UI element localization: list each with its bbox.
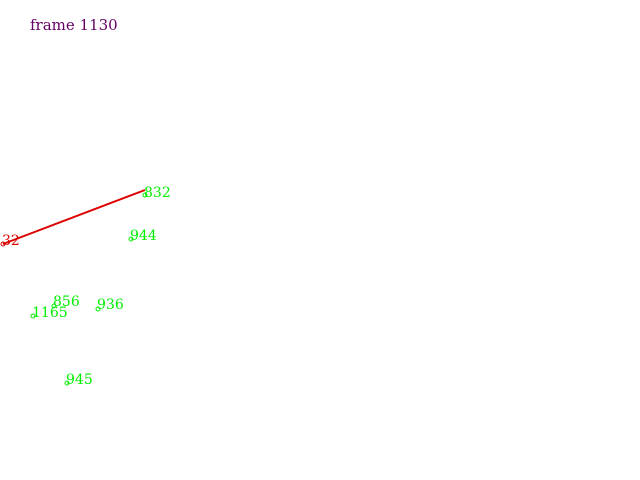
point-label: 856 <box>53 294 80 310</box>
tracked-point: 936 <box>95 297 124 313</box>
tracked-points: 944 856 1165 936 945 <box>30 228 157 388</box>
tracked-point: 1165 <box>30 305 68 321</box>
point-label: 936 <box>97 297 124 313</box>
point-marker <box>64 380 70 386</box>
track-start-marker <box>0 241 6 247</box>
active-track: 32 832 <box>0 185 171 249</box>
track-end-label: 832 <box>144 185 171 201</box>
point-label: 945 <box>66 372 93 388</box>
track-start-label: 32 <box>2 233 20 249</box>
point-marker <box>51 303 57 309</box>
point-marker <box>30 313 36 319</box>
point-marker <box>95 306 101 312</box>
track-segment <box>2 189 146 245</box>
frame-number-label: frame 1130 <box>30 16 118 34</box>
point-label: 944 <box>130 228 157 244</box>
tracked-point: 945 <box>64 372 93 388</box>
track-end-marker <box>142 192 148 198</box>
point-marker <box>128 236 134 242</box>
tracked-point: 856 <box>51 294 80 310</box>
tracked-point: 944 <box>128 228 157 244</box>
point-label: 1165 <box>32 305 68 321</box>
